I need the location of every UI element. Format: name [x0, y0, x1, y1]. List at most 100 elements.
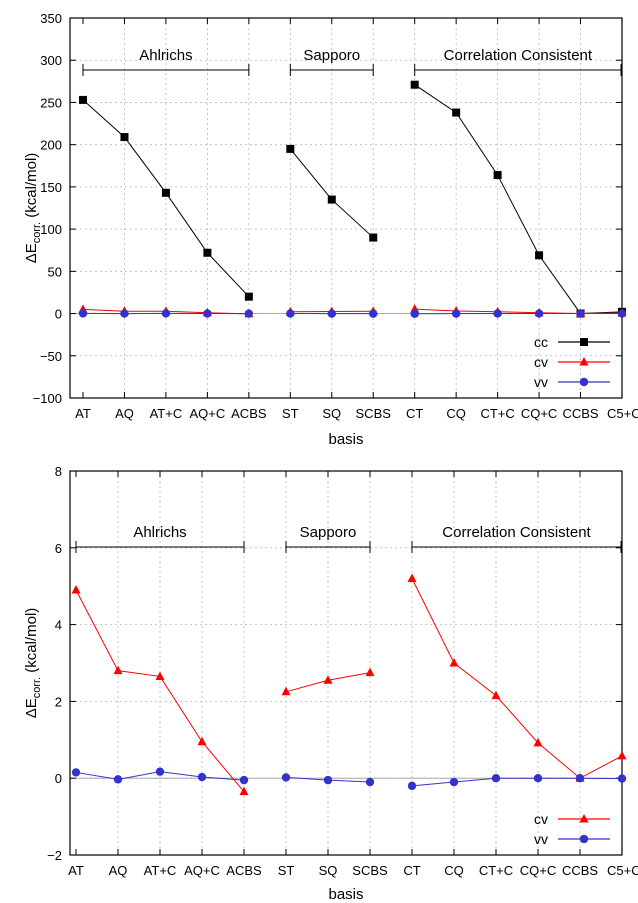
marker-triangle	[491, 690, 501, 700]
x-tick-label: ACBS	[226, 863, 262, 878]
group-bracket: Ahlrichs	[82, 47, 250, 76]
legend-label: vv	[534, 831, 548, 847]
x-tick-label: SQ	[322, 406, 341, 421]
series-vv	[78, 309, 627, 318]
marker-circle	[323, 775, 333, 785]
y-tick-label: 6	[55, 541, 62, 556]
legend: cv vv	[534, 811, 610, 847]
marker-triangle	[579, 357, 589, 366]
marker-square	[410, 80, 419, 89]
marker-circle	[286, 309, 295, 318]
y-axis-label: ΔEcorr. (kcal/mol)	[23, 608, 43, 719]
chart-panel-2: −2 0 2 4 6 8 AT AQ AT+C AQ+C ACBS ST SQ SCBS CT CQ CT+C C…	[23, 464, 638, 903]
x-tick-label: C5+C	[607, 863, 638, 878]
marker-triangle	[113, 665, 123, 675]
x-tick-label: AQ+C	[190, 406, 226, 421]
marker-circle	[120, 309, 129, 318]
marker-triangle	[407, 573, 417, 583]
legend: cc cv vv	[534, 334, 610, 390]
x-tick-label: CT	[406, 406, 423, 421]
group-bracket: Ahlrichs	[75, 524, 245, 553]
x-axis-label: basis	[328, 431, 363, 448]
x-tick-label: CCBS	[562, 406, 598, 421]
x-tick-label: AT	[75, 406, 91, 421]
x-tick-label: ST	[278, 863, 295, 878]
y-tick-label: −2	[47, 848, 62, 863]
marker-square	[327, 195, 336, 204]
x-tick-label: AT	[68, 863, 84, 878]
marker-circle	[617, 774, 627, 783]
marker-square	[535, 251, 544, 260]
plot-frame	[69, 470, 623, 856]
marker-square	[580, 338, 588, 346]
marker-triangle	[449, 658, 459, 667]
group-label: Sapporo	[303, 47, 360, 64]
marker-circle	[71, 768, 81, 777]
marker-circle	[451, 309, 461, 318]
marker-circle	[244, 309, 254, 318]
group-label: Correlation Consistent	[444, 47, 593, 64]
marker-circle	[579, 834, 589, 844]
x-tick-label: SCBS	[352, 863, 388, 878]
y-tick-label: 4	[55, 618, 62, 633]
marker-circle	[576, 309, 585, 318]
y-tick-label: 2	[55, 694, 62, 709]
y-tick-label: 8	[55, 464, 62, 479]
group-label: Ahlrichs	[139, 47, 192, 64]
marker-circle	[239, 775, 249, 785]
series-line	[411, 578, 623, 779]
marker-circle	[534, 309, 544, 318]
marker-circle	[369, 309, 378, 318]
x-axis-label: basis	[328, 886, 363, 903]
marker-circle	[327, 309, 336, 318]
marker-square	[493, 171, 502, 180]
marker-circle	[203, 309, 212, 318]
marker-circle	[161, 309, 171, 318]
x-tick-label: CQ	[444, 863, 464, 878]
marker-circle	[281, 773, 291, 782]
marker-triangle	[323, 675, 333, 684]
x-tick-label: CT	[403, 863, 420, 878]
y-tick-label: 250	[40, 95, 62, 110]
group-bracket: Correlation Consistent	[411, 524, 622, 553]
marker-circle	[617, 309, 627, 318]
marker-square	[452, 108, 461, 117]
marker-circle	[365, 777, 375, 787]
group-bracket: Sapporo	[285, 524, 371, 553]
marker-circle	[113, 775, 123, 784]
x-tick-label: AQ	[109, 863, 128, 878]
chart-panel-1: −100 −50 0 50 100 150 200 250 300 350 AT AQ AT+C AQ+C…	[23, 11, 638, 448]
marker-triangle	[281, 686, 291, 696]
marker-circle	[575, 774, 585, 783]
y-tick-label: 50	[48, 264, 62, 279]
series-cc	[79, 80, 626, 318]
series-vv	[71, 767, 627, 791]
marker-square	[79, 95, 87, 104]
group-label: Correlation Consistent	[442, 524, 591, 541]
marker-circle	[491, 774, 501, 783]
marker-triangle	[365, 667, 375, 677]
group-bracket: Correlation Consistent	[414, 47, 622, 76]
x-tick-label: ST	[282, 406, 299, 421]
y-label-unit: (kcal/mol)	[23, 153, 40, 222]
y-tick-label: −50	[40, 349, 62, 364]
x-tick-label: SQ	[319, 863, 338, 878]
marker-circle	[197, 772, 207, 782]
y-label-main: ΔE	[23, 698, 40, 718]
marker-square	[203, 248, 212, 257]
x-tick-label: CT+C	[480, 406, 514, 421]
group-label: Ahlrichs	[133, 524, 186, 541]
series-cv	[71, 573, 627, 796]
legend-label: vv	[534, 374, 548, 390]
series-cv	[78, 304, 627, 318]
y-label-unit: (kcal/mol)	[23, 608, 40, 677]
x-tick-label: ACBS	[231, 406, 267, 421]
y-tick-label: −100	[33, 391, 62, 406]
marker-square	[286, 144, 295, 153]
x-tick-label: SCBS	[356, 406, 392, 421]
marker-circle	[407, 781, 417, 791]
marker-square	[244, 292, 253, 301]
y-tick-label: 200	[40, 138, 62, 153]
group-label: Sapporo	[300, 524, 357, 541]
